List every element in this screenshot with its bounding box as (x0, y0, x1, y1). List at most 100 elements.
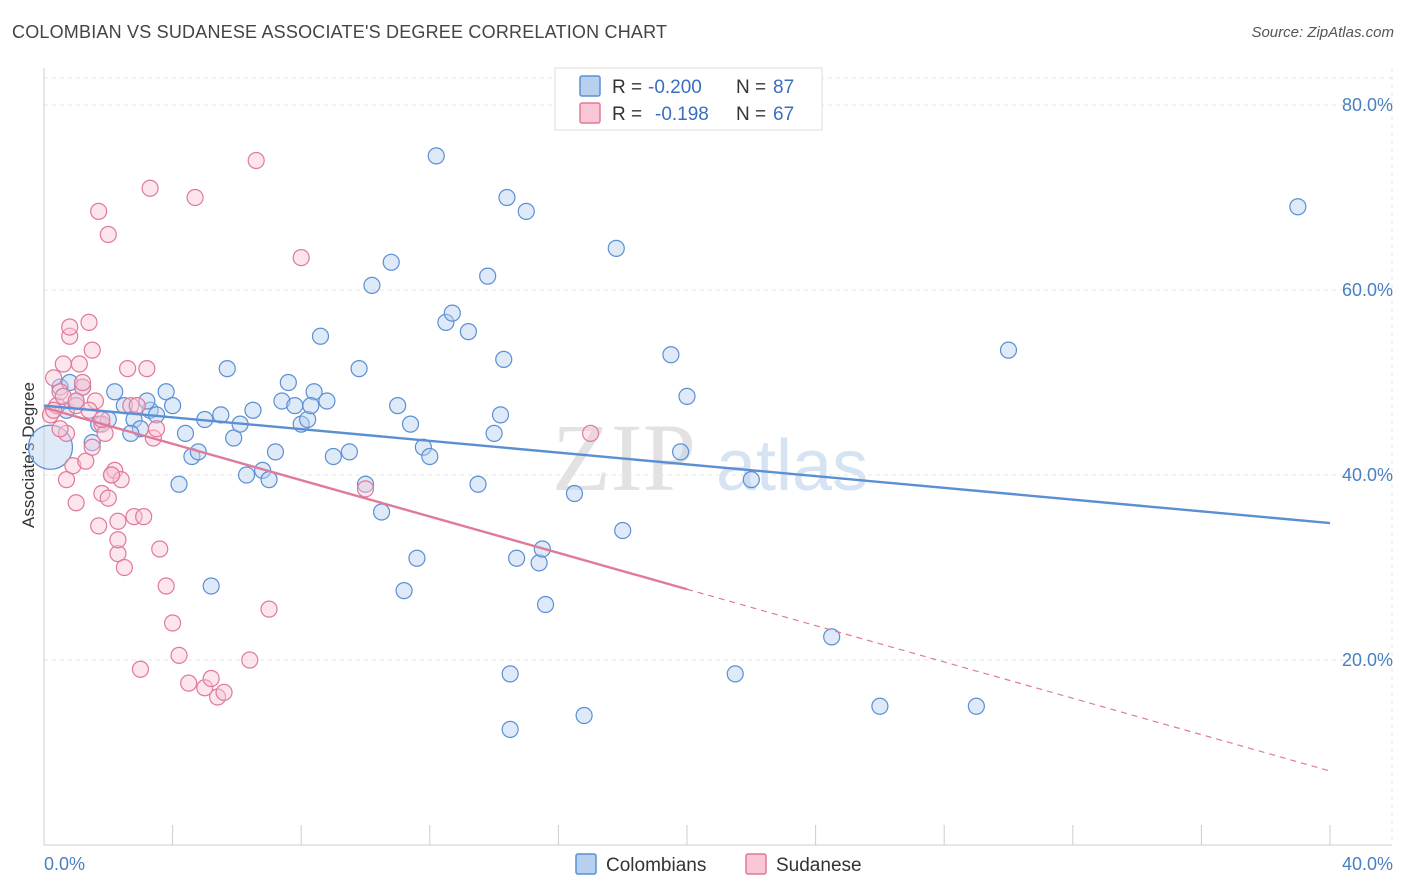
point-sudanese (54, 387, 72, 405)
trend-lines (43, 404, 1331, 772)
point-colombians (372, 503, 391, 521)
axes (43, 68, 1392, 846)
point-colombians (225, 429, 243, 447)
point-colombians (202, 577, 220, 595)
bottom-legend-swatch-colombians (575, 853, 597, 875)
point-sudanese (67, 494, 85, 512)
point-colombians (678, 387, 696, 405)
point-colombians (395, 582, 413, 600)
point-colombians (286, 397, 304, 415)
legend-swatch-colombians (579, 75, 601, 97)
point-sudanese (51, 383, 69, 401)
point-colombians (311, 327, 330, 345)
point-sudanese (112, 471, 130, 489)
point-sudanese (64, 457, 82, 475)
chart-title: COLOMBIAN VS SUDANESE ASSOCIATE'S DEGREE… (12, 22, 668, 42)
point-colombians (469, 475, 487, 493)
x-tick-label: 40.0% (1342, 854, 1393, 874)
point-colombians (164, 397, 182, 415)
point-sudanese (99, 225, 117, 244)
point-colombians (83, 434, 101, 452)
point-colombians (389, 397, 407, 415)
point-colombians (273, 392, 291, 410)
point-colombians (967, 697, 985, 715)
point-sudanese (83, 341, 101, 359)
point-colombians (536, 595, 555, 614)
trend-line-sudanese-dashed (686, 588, 1331, 772)
trend-line-sudanese (43, 406, 688, 591)
point-sudanese (170, 646, 188, 664)
point-colombians (51, 378, 69, 396)
point-colombians (530, 554, 548, 572)
point-colombians (726, 665, 744, 683)
point-sudanese (109, 531, 127, 549)
point-sudanese (51, 420, 69, 438)
bottom-legend-label-sudanese: Sudanese (776, 855, 862, 876)
point-colombians (421, 447, 439, 466)
point-colombians (305, 383, 323, 401)
point-sudanese (247, 151, 265, 170)
point-colombians (106, 383, 124, 401)
point-colombians (302, 397, 320, 415)
point-colombians (491, 406, 510, 424)
point-colombians (408, 549, 426, 567)
point-colombians (266, 443, 285, 461)
point-colombians (356, 475, 375, 493)
point-sudanese (260, 600, 278, 618)
point-colombians (614, 521, 632, 540)
legend: R = -0.200 N = 87 R = -0.198 N = 67 (554, 67, 823, 131)
point-sudanese (106, 461, 124, 479)
bottom-legend: Colombians Sudanese (575, 853, 862, 876)
point-sudanese (164, 614, 182, 632)
point-sudanese (356, 480, 375, 498)
point-colombians (157, 383, 175, 401)
point-colombians (176, 424, 195, 442)
y-axis-title: Associate's Degree (19, 382, 38, 528)
y-tick-label: 80.0% (1342, 95, 1393, 115)
point-colombians (427, 147, 445, 165)
point-colombians (823, 628, 841, 646)
point-sudanese (67, 392, 85, 410)
point-colombians (237, 466, 256, 484)
point-colombians (260, 471, 278, 489)
point-colombians (138, 392, 156, 410)
point-sudanese (45, 369, 63, 387)
point-sudanese (131, 660, 150, 678)
point-sudanese (54, 355, 72, 373)
point-colombians (565, 484, 584, 503)
point-colombians (244, 401, 262, 419)
point-colombians (517, 202, 535, 220)
point-colombians (170, 475, 188, 493)
point-colombians (999, 341, 1018, 359)
point-sudanese (138, 360, 156, 378)
data-points (27, 147, 1307, 738)
point-colombians (363, 276, 381, 294)
y-tick-label: 20.0% (1342, 650, 1393, 670)
point-colombians (125, 410, 143, 429)
x-tick-labels: 0.0% 40.0% (44, 854, 1393, 874)
point-sudanese (151, 540, 169, 558)
point-sudanese (157, 577, 175, 595)
trend-line-colombians (43, 404, 1331, 525)
watermark-atlas: atlas (716, 426, 868, 506)
legend-swatch-sudanese (579, 102, 601, 124)
point-sudanese (180, 674, 198, 692)
legend-r-label-colombians: R = (612, 77, 642, 98)
point-colombians (459, 323, 477, 341)
point-colombians (485, 424, 503, 442)
point-colombians (501, 720, 519, 738)
point-colombians (501, 665, 519, 683)
legend-n-value-sudanese: 67 (773, 104, 794, 125)
point-sudanese (147, 420, 166, 438)
point-colombians (1289, 198, 1307, 216)
legend-r-value-sudanese: -0.198 (655, 104, 709, 125)
point-colombians (318, 392, 336, 410)
legend-n-label-colombians: N = (736, 77, 766, 98)
point-sudanese (118, 360, 137, 378)
point-colombians (324, 447, 342, 466)
point-sudanese (86, 392, 105, 410)
point-sudanese (109, 512, 127, 530)
point-colombians (479, 267, 497, 285)
y-tick-labels: 20.0% 40.0% 60.0% 80.0% (1342, 95, 1393, 670)
